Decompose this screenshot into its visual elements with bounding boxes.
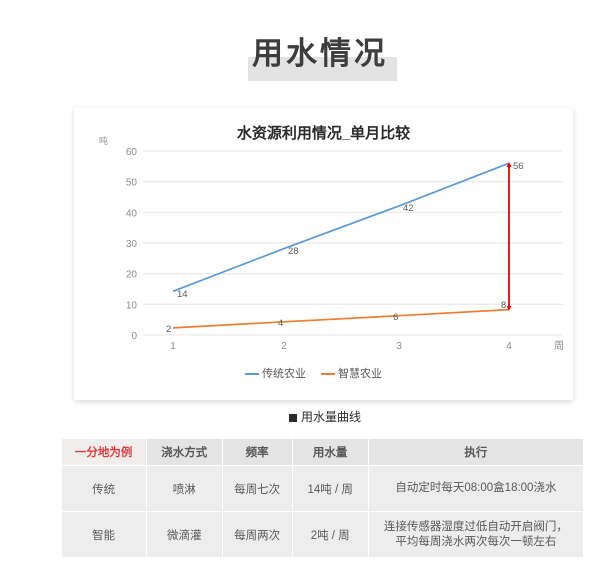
svg-text:6: 6 <box>393 312 398 323</box>
svg-text:10: 10 <box>126 300 138 311</box>
svg-text:3: 3 <box>396 341 402 352</box>
svg-text:1: 1 <box>170 341 176 352</box>
svg-text:50: 50 <box>126 178 138 189</box>
svg-text:20: 20 <box>126 270 138 281</box>
svg-text:42: 42 <box>403 203 414 214</box>
svg-text:0: 0 <box>131 331 137 342</box>
svg-text:28: 28 <box>288 246 299 257</box>
svg-text:60: 60 <box>126 147 138 158</box>
svg-text:30: 30 <box>126 239 138 250</box>
svg-text:2: 2 <box>281 341 287 352</box>
svg-text:40: 40 <box>126 208 138 219</box>
svg-text:周: 周 <box>554 340 564 352</box>
svg-text:4: 4 <box>278 318 283 329</box>
svg-text:56: 56 <box>513 161 524 172</box>
svg-text:2: 2 <box>166 324 171 335</box>
svg-text:8: 8 <box>501 300 506 311</box>
svg-text:4: 4 <box>506 341 512 352</box>
svg-text:14: 14 <box>177 289 188 300</box>
